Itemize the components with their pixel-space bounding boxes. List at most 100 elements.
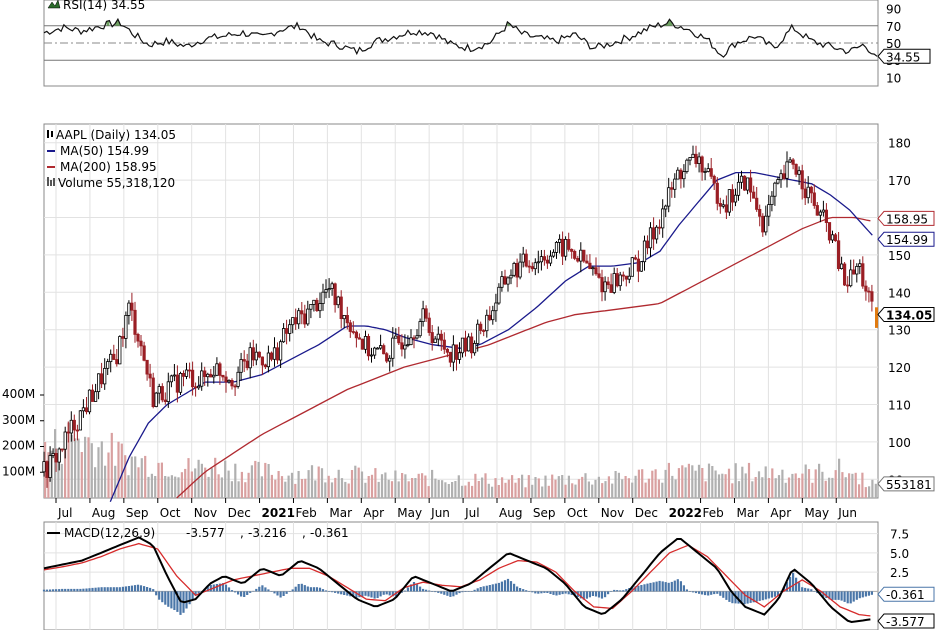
macd-hist-bar — [679, 581, 682, 592]
macd-hist-bar — [488, 585, 491, 592]
volume-bar — [494, 478, 497, 498]
candle-body — [127, 302, 131, 316]
macd-hist-bar — [789, 576, 792, 592]
candle-body — [193, 386, 198, 389]
volume-bar — [70, 434, 73, 498]
candle-body — [603, 281, 607, 293]
volume-bar — [684, 467, 687, 498]
volume-bar — [784, 482, 787, 498]
macd-hist-bar — [149, 587, 152, 592]
candle-body — [215, 363, 219, 376]
candle-body — [752, 191, 756, 199]
candle-body — [281, 328, 286, 343]
macd-hist-bar — [691, 591, 695, 593]
candle-body — [288, 324, 292, 334]
macd-hist-bar — [810, 589, 813, 592]
volume-bar — [100, 441, 103, 498]
volume-bar — [360, 471, 364, 498]
volume-bar — [774, 478, 777, 498]
candle-body — [779, 173, 783, 181]
macd-legend-comma-2: , — [302, 526, 306, 540]
candle-body — [667, 187, 671, 207]
volume-bar — [394, 470, 397, 498]
candle-body — [218, 363, 222, 376]
candle-body — [169, 375, 173, 383]
macd-hist-bar — [194, 591, 197, 596]
volume-bar — [84, 436, 87, 498]
macd-hist-bar — [761, 591, 764, 601]
candle-body — [715, 182, 719, 204]
macd-hist-bar — [704, 591, 707, 596]
candle-body — [439, 333, 443, 341]
x-tick-label: Jun — [430, 506, 450, 520]
macd-hist-bar — [600, 591, 604, 599]
candle-body — [175, 374, 179, 393]
x-tick-label: Sep — [533, 506, 556, 520]
macd-hist-bar — [294, 586, 297, 592]
macd-hist-bar — [431, 591, 434, 592]
macd-hist-bar — [543, 591, 546, 593]
candle-body — [818, 211, 823, 216]
price-marker-box — [877, 210, 935, 226]
candle-body — [412, 337, 416, 340]
macd-hist-bar — [379, 591, 382, 597]
x-tick-label: Jun — [837, 506, 857, 520]
candle-body — [227, 379, 231, 383]
macd-panel-frame — [43, 521, 879, 630]
candle-body — [600, 277, 604, 293]
macd-hist-bar — [143, 586, 146, 592]
candle-body — [145, 359, 149, 375]
candle-body — [837, 240, 841, 270]
candle-body — [658, 226, 662, 229]
candlesticks — [42, 145, 878, 488]
candle-body — [676, 169, 680, 180]
macd-hist-bar — [509, 581, 513, 592]
candle-body — [94, 391, 98, 402]
candle-body — [685, 159, 689, 172]
candle-body — [242, 359, 246, 362]
volume-bar — [207, 476, 210, 498]
macd-hist-bar — [85, 588, 88, 592]
candle-body — [378, 345, 383, 349]
volume-bar — [160, 462, 163, 498]
volume-bar — [644, 482, 647, 498]
candle-body — [761, 215, 765, 233]
macd-hist-bar — [264, 587, 267, 592]
candle-body — [124, 314, 128, 339]
macd-hist-bar — [597, 591, 601, 598]
candle-body — [418, 321, 422, 337]
macd-hist-bar — [840, 591, 843, 601]
candle-body — [339, 296, 343, 320]
macd-hist-bar — [479, 587, 482, 592]
candle-body — [315, 299, 319, 311]
volume-bar — [350, 470, 354, 498]
macd-hist-bar — [497, 582, 500, 592]
macd-hist-bar — [864, 591, 867, 597]
x-tick-label: Mar — [329, 506, 352, 520]
macd-hist-bar — [591, 591, 594, 596]
macd-hist-bar — [494, 583, 497, 592]
candle-body — [454, 344, 459, 360]
macd-hist-bar — [673, 580, 676, 592]
macd-hist-bar — [719, 591, 722, 596]
macd-hist-bar — [288, 591, 291, 592]
price-legend-icon-2 — [51, 131, 53, 137]
candle-body — [597, 273, 601, 278]
macd-hist-bar — [710, 591, 713, 595]
macd-hist-bar — [167, 591, 170, 607]
macd-hist-bar — [476, 588, 479, 592]
candle-body — [739, 175, 744, 183]
volume-bar — [390, 481, 394, 498]
candle-body — [509, 274, 513, 279]
candle-body — [594, 267, 598, 275]
macd-hist-bar — [312, 587, 315, 592]
volume-bar — [344, 481, 347, 498]
x-tick-label: 2021 — [262, 506, 295, 520]
volume-bar — [117, 441, 120, 498]
macd-hist-bar — [728, 591, 731, 602]
volume-bar — [54, 429, 57, 498]
volume-bar — [174, 476, 177, 498]
volume-bar — [250, 465, 253, 498]
volume-bar — [310, 465, 314, 498]
rsi-tick-label: 10 — [886, 71, 901, 85]
